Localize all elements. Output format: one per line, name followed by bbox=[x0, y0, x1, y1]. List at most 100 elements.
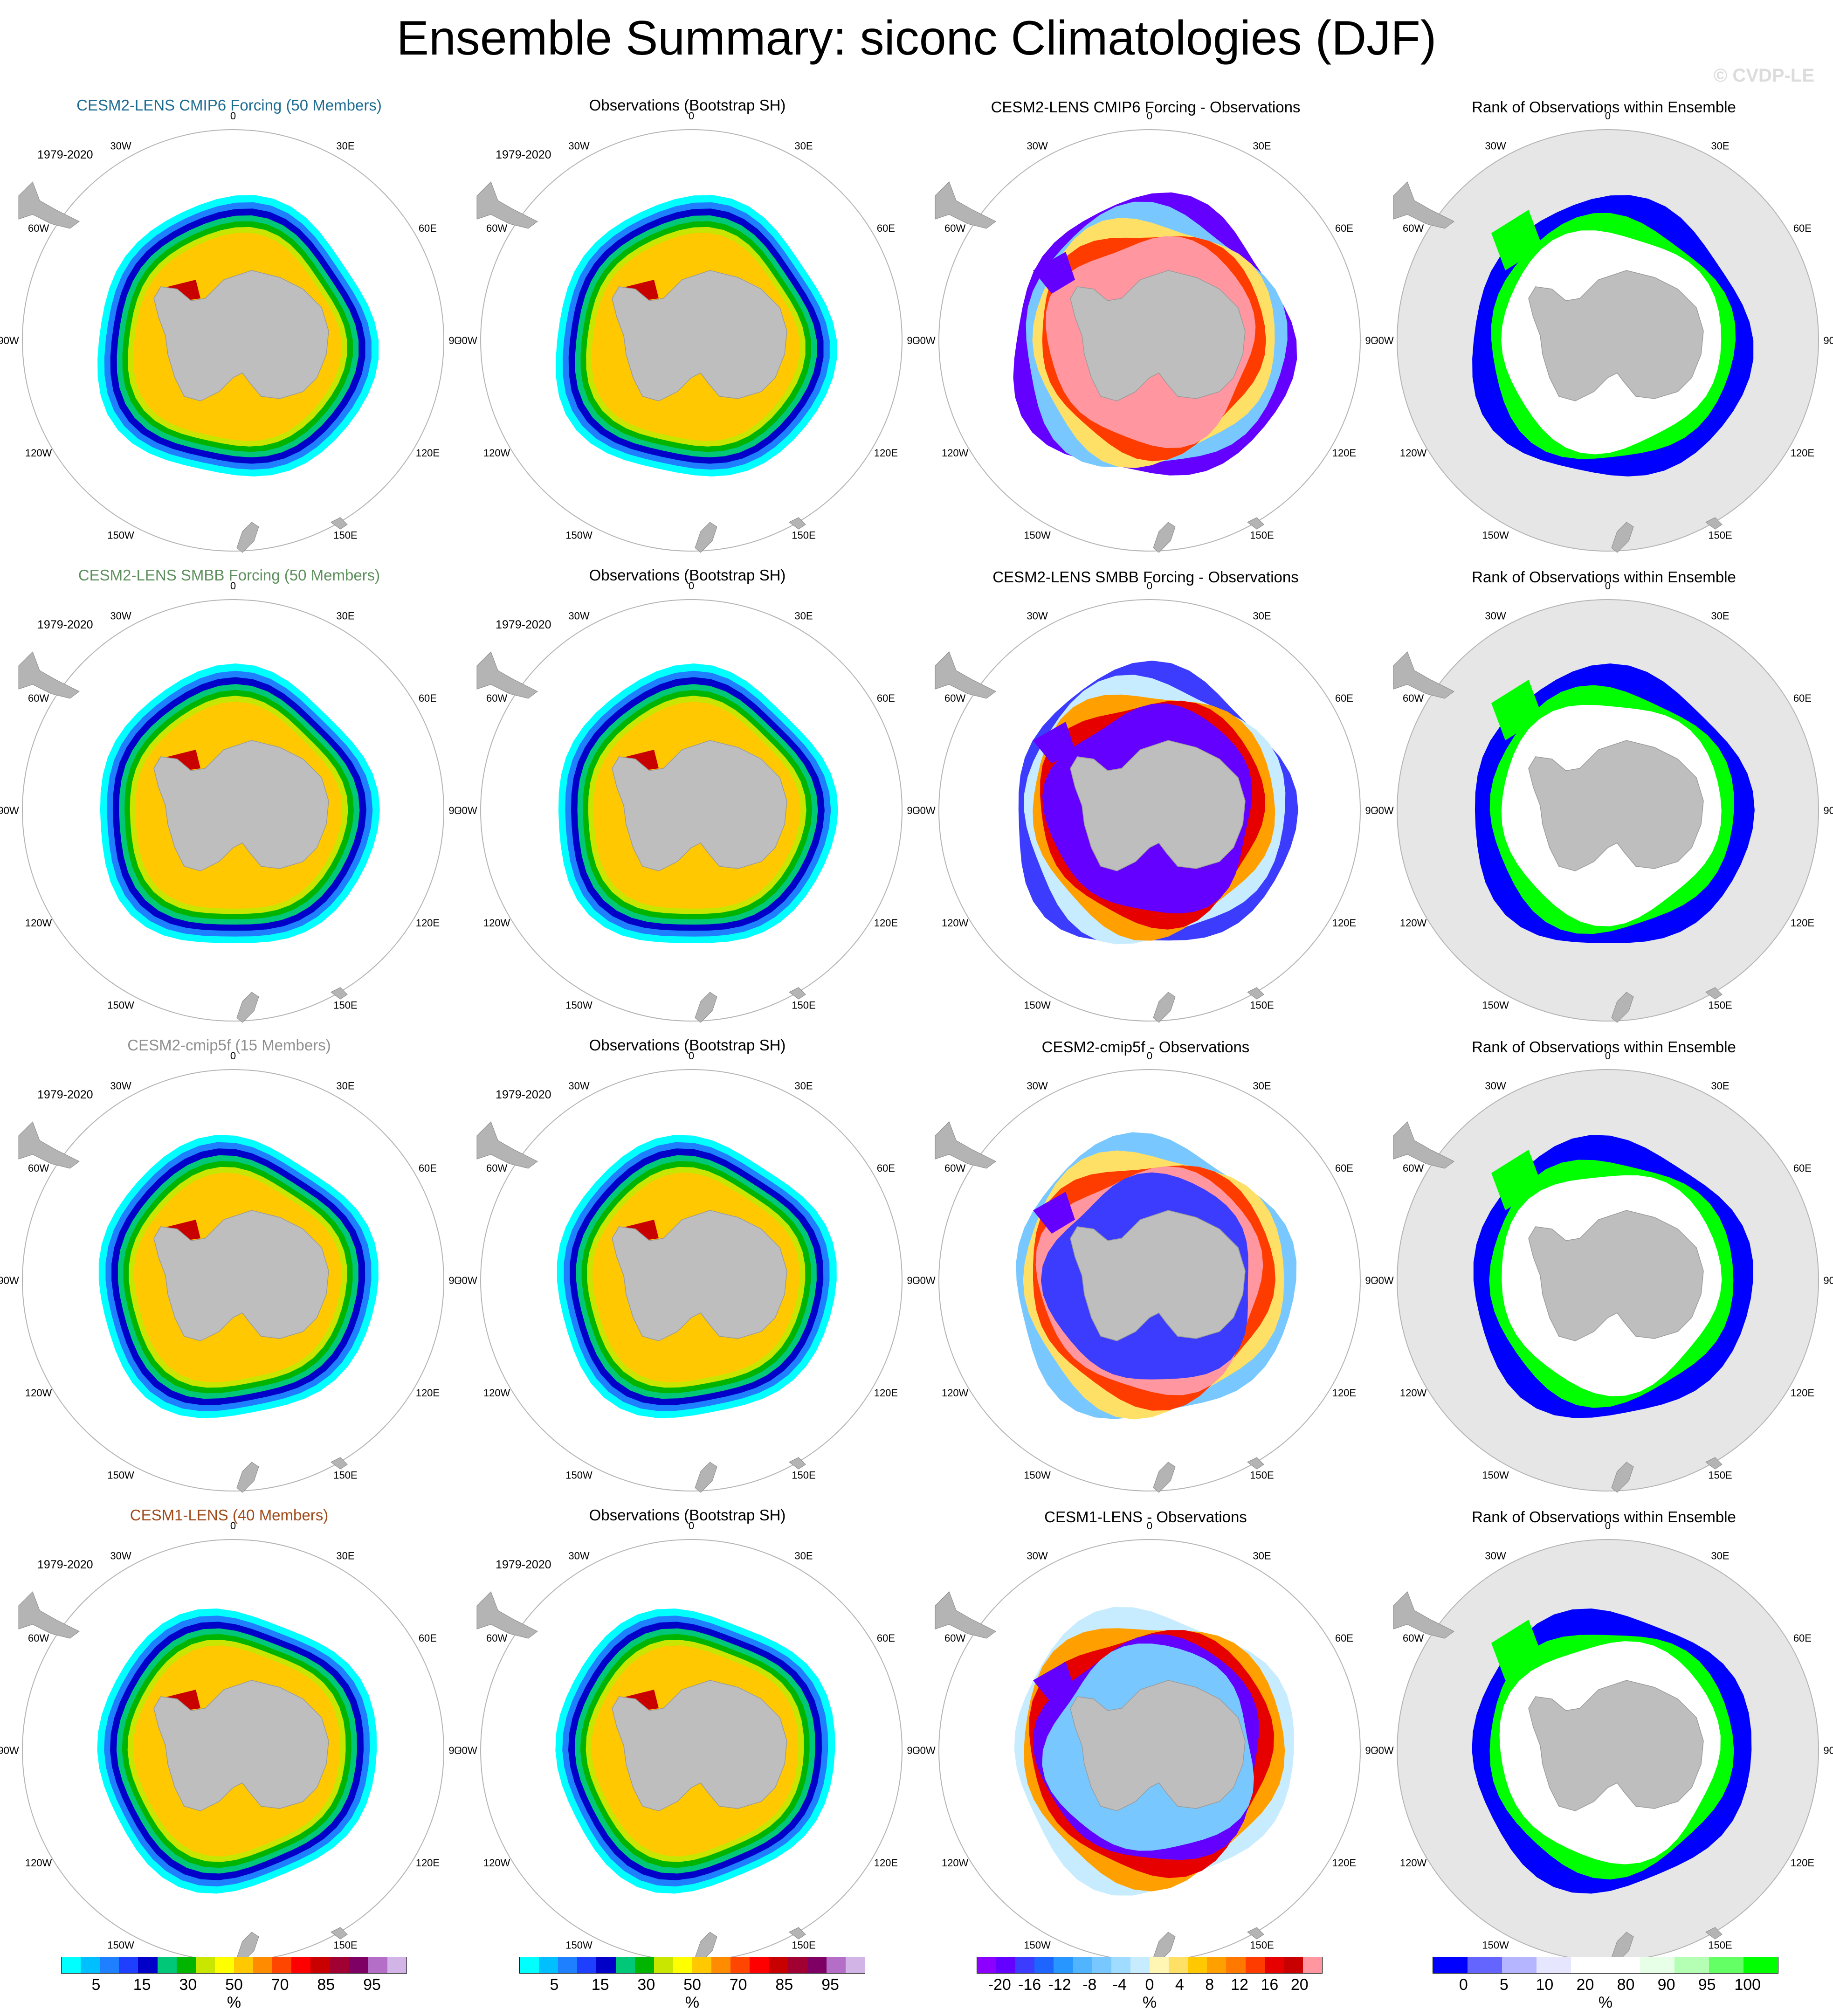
colorbar-swatch bbox=[157, 1957, 177, 1973]
colorbar-swatch bbox=[577, 1957, 597, 1973]
longitude-label: 120W bbox=[942, 917, 969, 929]
polar-map: 030E60E90E120E150E180150W120W90W60W30W bbox=[1375, 1050, 1833, 1493]
longitude-label: 120E bbox=[1332, 1857, 1356, 1869]
longitude-label: 90E bbox=[1365, 805, 1375, 816]
longitude-label: 90E bbox=[1365, 1745, 1375, 1756]
colorbar-tick-label: 70 bbox=[271, 1976, 289, 1994]
land-new-zealand bbox=[695, 522, 717, 553]
longitude-label: 90E bbox=[1823, 1275, 1833, 1286]
longitude-label: 120W bbox=[1400, 1857, 1427, 1869]
colorbar-model: 5 15 30 50 70 85 95% bbox=[61, 1957, 407, 2011]
colorbar-swatch bbox=[1245, 1957, 1265, 1973]
land-tasmania bbox=[1705, 1457, 1723, 1470]
longitude-label: 90W bbox=[916, 1745, 936, 1756]
longitude-label: 60E bbox=[1793, 1632, 1812, 1644]
land-tasmania bbox=[1247, 1927, 1264, 1940]
land-new-zealand bbox=[695, 992, 717, 1023]
polar-map: 030E60E90E120E150E180150W120W90W60W30W bbox=[1375, 110, 1833, 553]
panel-title: CESM2-cmip5f - Observations bbox=[1041, 1038, 1250, 1056]
longitude-label: 0 bbox=[1147, 580, 1152, 592]
colorbar-tick-label: -4 bbox=[1112, 1976, 1127, 1994]
colorbar-swatch bbox=[330, 1957, 349, 1973]
longitude-label: 60E bbox=[1793, 692, 1812, 704]
longitude-label: 120E bbox=[1332, 1387, 1356, 1399]
longitude-label: 30E bbox=[1253, 1550, 1271, 1562]
land-new-zealand bbox=[236, 1462, 259, 1493]
longitude-label: 60W bbox=[486, 1162, 507, 1174]
longitude-label: 0 bbox=[689, 110, 694, 122]
longitude-label: 60E bbox=[877, 692, 895, 704]
model-panel: CESM2-LENS SMBB Forcing (50 Members) 1979… bbox=[0, 563, 458, 1029]
colorbar-swatch bbox=[769, 1957, 788, 1973]
longitude-label: 30E bbox=[336, 1550, 354, 1562]
longitude-label: 60W bbox=[944, 1632, 965, 1644]
colorbar-swatch bbox=[100, 1957, 119, 1973]
longitude-label: 30W bbox=[568, 140, 589, 152]
colorbar-swatch bbox=[1537, 1957, 1571, 1973]
rank-band bbox=[1491, 1620, 1543, 1680]
land-tasmania bbox=[1705, 1927, 1723, 1940]
longitude-label: 30E bbox=[1711, 1080, 1729, 1092]
colorbar-swatch bbox=[349, 1957, 368, 1973]
colorbar-swatch bbox=[1015, 1957, 1035, 1973]
panel-title: CESM2-cmip5f (15 Members) bbox=[127, 1036, 331, 1054]
longitude-label: 90W bbox=[916, 335, 936, 346]
longitude-label: 0 bbox=[1605, 1520, 1611, 1532]
longitude-label: 60W bbox=[1403, 1632, 1424, 1644]
longitude-label: 120W bbox=[25, 1857, 52, 1869]
land-antarctica bbox=[1070, 740, 1246, 871]
colorbar-rank: 0 5 10 20 80 90 95 100% bbox=[1433, 1957, 1778, 2011]
colorbar-swatch bbox=[750, 1957, 769, 1973]
panel-title: CESM2-LENS SMBB Forcing - Observations bbox=[992, 568, 1299, 586]
longitude-label: 60E bbox=[1793, 1162, 1812, 1174]
longitude-label: 0 bbox=[1605, 110, 1611, 122]
longitude-label: 150W bbox=[565, 1939, 593, 1951]
longitude-label: 120W bbox=[942, 1387, 969, 1399]
panel-title: Rank of Observations within Ensemble bbox=[1472, 1508, 1736, 1526]
longitude-label: 120W bbox=[25, 1387, 52, 1399]
longitude-label: 150E bbox=[1250, 529, 1274, 541]
longitude-label: 60W bbox=[28, 1162, 49, 1174]
longitude-label: 150W bbox=[565, 999, 593, 1011]
longitude-label: 120E bbox=[1332, 447, 1356, 459]
longitude-label: 120E bbox=[1791, 1387, 1814, 1399]
longitude-label: 150W bbox=[107, 1939, 134, 1951]
longitude-label: 150W bbox=[1024, 529, 1051, 541]
longitude-label: 0 bbox=[230, 1050, 236, 1062]
longitude-label: 120E bbox=[1791, 447, 1814, 459]
longitude-label: 90E bbox=[448, 1275, 458, 1286]
rank-panel: Rank of Observations within Ensemble 0 30E… bbox=[1375, 1033, 1833, 1499]
panel-title: Observations (Bootstrap SH) bbox=[589, 566, 786, 584]
polar-map: 030E60E90E120E150E180150W120W90W60W30W bbox=[0, 1520, 458, 1963]
colorbar-tick-label: 5 bbox=[550, 1976, 559, 1994]
longitude-label: 90W bbox=[1375, 805, 1394, 816]
period-label: 1979-2020 bbox=[496, 148, 551, 161]
longitude-label: 120E bbox=[874, 917, 898, 929]
longitude-label: 150E bbox=[792, 1939, 815, 1951]
colorbar-tick-label: -16 bbox=[1018, 1976, 1041, 1994]
longitude-label: 30E bbox=[1711, 1550, 1729, 1562]
land-tasmania bbox=[331, 1927, 348, 1940]
longitude-label: 150W bbox=[1482, 999, 1509, 1011]
longitude-label: 30W bbox=[1027, 140, 1047, 152]
colorbar-swatch bbox=[977, 1957, 997, 1973]
longitude-label: 30E bbox=[794, 140, 813, 152]
land-tasmania bbox=[1705, 517, 1723, 530]
longitude-label: 90W bbox=[1375, 1275, 1394, 1286]
period-label: 1979-2020 bbox=[496, 1088, 551, 1101]
land-antarctica bbox=[153, 1210, 329, 1341]
colorbar-tick-label: 95 bbox=[363, 1976, 381, 1994]
longitude-label: 150W bbox=[1482, 1939, 1509, 1951]
longitude-label: 60W bbox=[1403, 222, 1424, 234]
longitude-label: 150W bbox=[1482, 529, 1509, 541]
period-label: 1979-2020 bbox=[37, 1088, 93, 1101]
longitude-label: 60E bbox=[1335, 222, 1353, 234]
land-antarctica bbox=[153, 740, 329, 871]
diff-panel: CESM2-LENS SMBB Forcing - Observations 0 3… bbox=[916, 563, 1375, 1029]
longitude-label: 150W bbox=[1482, 1469, 1509, 1481]
longitude-label: 120W bbox=[25, 447, 52, 459]
colorbar-obs: 5 15 30 50 70 85 95% bbox=[519, 1957, 865, 2011]
longitude-label: 120W bbox=[1400, 1387, 1427, 1399]
longitude-label: 120E bbox=[1791, 917, 1814, 929]
colorbar-swatch bbox=[62, 1957, 81, 1973]
